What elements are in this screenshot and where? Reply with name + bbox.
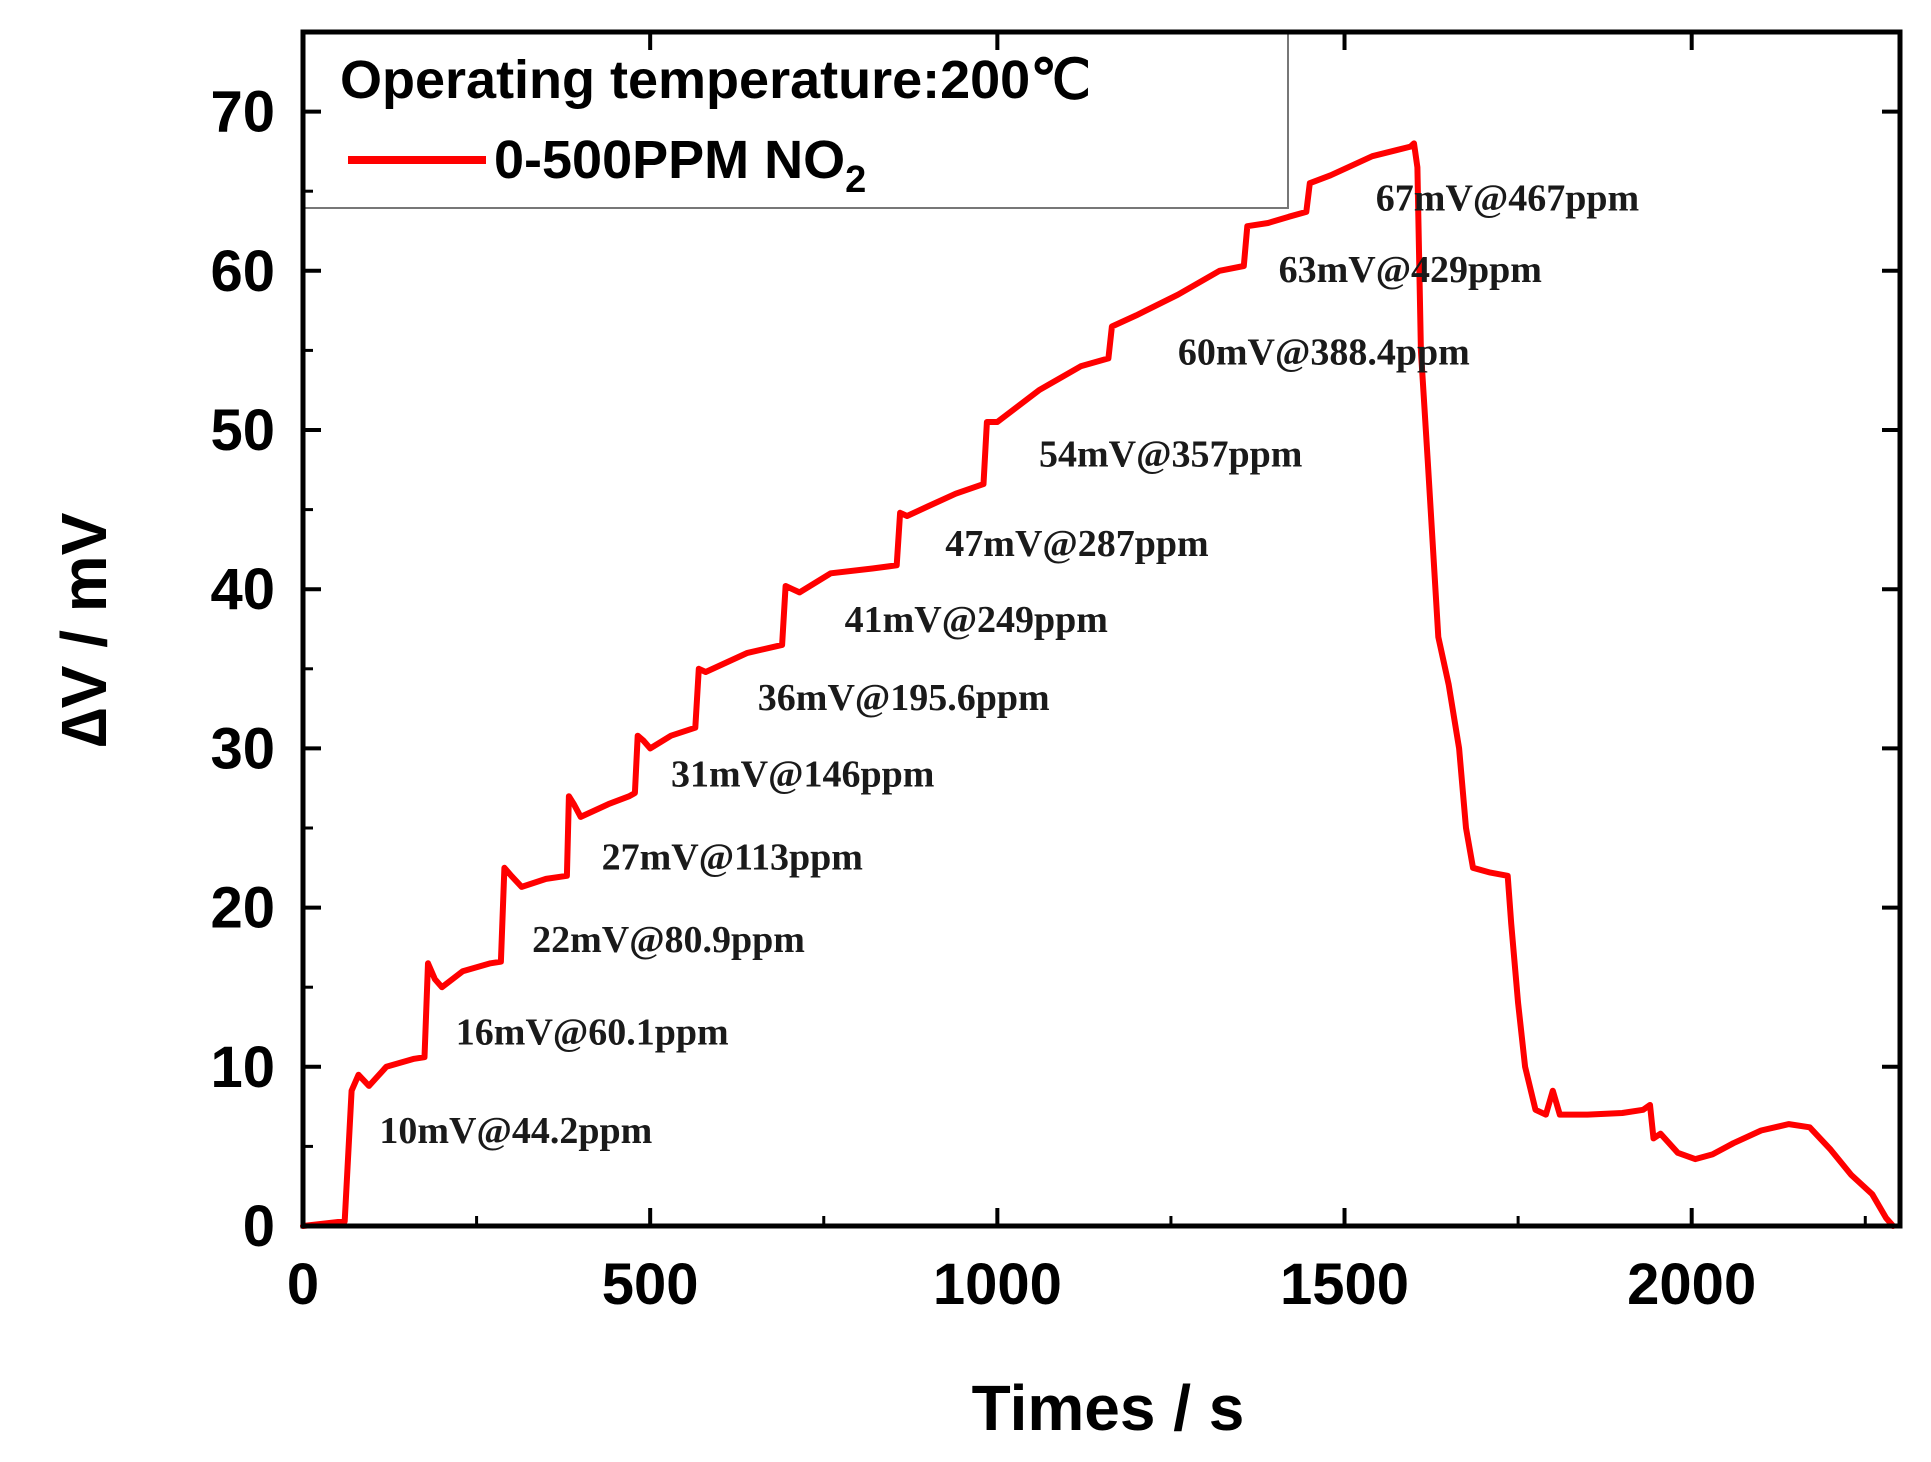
data-annotation: 36mV@195.6ppm xyxy=(758,677,1050,719)
data-annotation: 41mV@249ppm xyxy=(845,599,1108,641)
data-annotation: 22mV@80.9ppm xyxy=(532,919,805,961)
data-annotation: 27mV@113ppm xyxy=(602,836,863,878)
x-tick-label: 0 xyxy=(287,1252,319,1317)
y-tick-label: 30 xyxy=(210,716,275,781)
data-annotation: 60mV@388.4ppm xyxy=(1178,332,1470,374)
ticks: 0 500 1000 1500 2000 0 10 20 30 40 50 60 70 xyxy=(210,32,1900,1317)
axes xyxy=(300,29,1903,1229)
y-tick-label: 70 xyxy=(210,80,275,145)
data-annotation: 10mV@44.2ppm xyxy=(379,1110,652,1152)
data-annotation: 63mV@429ppm xyxy=(1279,249,1542,291)
legend: Operating temperature:200℃ 0-500PPM NO2 xyxy=(302,31,1289,209)
legend-entry-subscript: 2 xyxy=(845,159,866,201)
y-axis-title: ∆V / mV xyxy=(48,512,120,747)
data-annotation: 31mV@146ppm xyxy=(671,754,934,796)
series-line-0 xyxy=(300,140,1897,1229)
x-tick-label: 500 xyxy=(602,1252,699,1317)
legend-entry-label: 0-500PPM NO xyxy=(494,130,845,190)
plot-frame xyxy=(300,29,1903,1229)
legend-title: Operating temperature:200℃ xyxy=(340,50,1091,110)
legend-entry: 0-500PPM NO2 xyxy=(494,130,866,201)
data-annotation: 47mV@287ppm xyxy=(945,523,1208,565)
legend-box xyxy=(302,31,1289,209)
y-tick-label: 0 xyxy=(243,1194,275,1259)
y-tick-label: 50 xyxy=(210,398,275,463)
x-axis-title: Times / s xyxy=(972,1372,1245,1444)
x-tick-label: 1000 xyxy=(933,1252,1062,1317)
x-tick-label: 1500 xyxy=(1280,1252,1409,1317)
y-tick-label: 20 xyxy=(210,876,275,941)
x-tick-label: 2000 xyxy=(1627,1252,1756,1317)
plot-area xyxy=(300,140,1897,1229)
data-annotation: 67mV@467ppm xyxy=(1376,177,1639,219)
data-annotation: 16mV@60.1ppm xyxy=(456,1012,729,1054)
annotation-group: 10mV@44.2ppm 16mV@60.1ppm 22mV@80.9ppm 27mV… xyxy=(379,177,1639,1152)
data-annotation: 54mV@357ppm xyxy=(1039,434,1302,476)
y-tick-label: 60 xyxy=(210,239,275,304)
y-tick-label: 10 xyxy=(210,1035,275,1100)
y-tick-label: 40 xyxy=(210,557,275,622)
